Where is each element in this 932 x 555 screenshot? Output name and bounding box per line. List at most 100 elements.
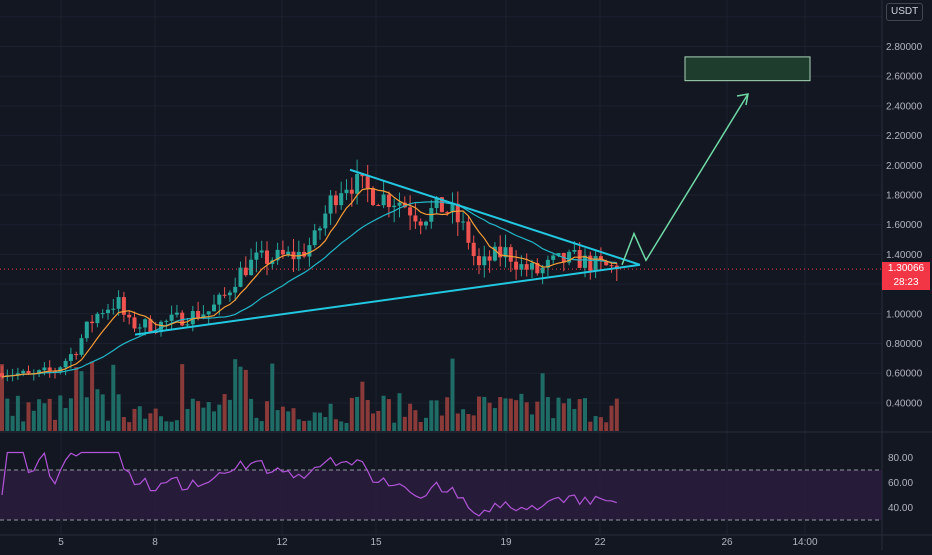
candle-body [100, 313, 105, 315]
volume-bar [561, 403, 566, 431]
currency-badge[interactable]: USDT [886, 3, 924, 21]
price-axis-label-2: 2.60000 [886, 72, 923, 83]
volume-bar [74, 367, 79, 431]
candle-body [26, 370, 31, 374]
volume-bar [164, 421, 169, 431]
candle-body [106, 309, 110, 314]
candle-body [132, 317, 137, 329]
volume-bar [132, 408, 137, 431]
candle-body [323, 213, 328, 229]
candle-countdown-tag: 28:23 [882, 276, 930, 290]
price-axis-label-13: 0.40000 [886, 398, 923, 409]
volume-bar [259, 421, 264, 431]
volume-bar [111, 364, 116, 431]
time-axis-label-5: 22 [594, 537, 606, 548]
volume-bar [222, 394, 227, 431]
volume-bar [593, 416, 598, 431]
volume-bar [487, 402, 492, 431]
upper-trendline [349, 168, 641, 266]
volume-bar [524, 402, 529, 431]
time-axis-label-3: 15 [370, 537, 382, 548]
volume-bar [84, 397, 89, 431]
price-axis-label-11: 0.80000 [886, 339, 923, 350]
candle-body [530, 263, 534, 270]
volume-bar [461, 409, 466, 431]
candle-body [593, 256, 598, 271]
volume-bar [318, 412, 322, 431]
candle-body [148, 319, 153, 333]
volume-bar [201, 407, 206, 431]
candle-body [79, 338, 84, 355]
candle-body [466, 221, 471, 243]
candle-body [47, 367, 52, 371]
candle-body [174, 312, 179, 315]
candle-body [461, 221, 466, 223]
candle-body [137, 327, 142, 329]
candle-body [567, 251, 572, 263]
volume-bar [265, 401, 269, 431]
volume-bar [31, 410, 36, 431]
candle-body [169, 314, 174, 321]
candle-body [84, 321, 89, 339]
time-axis-label-4: 19 [500, 537, 512, 548]
candle-body [90, 321, 95, 324]
price-axis-label-10: 1.00000 [886, 309, 923, 320]
candle-body [583, 255, 587, 268]
volume-bar [95, 389, 100, 431]
candle-body [535, 263, 540, 274]
candle-body [243, 267, 248, 276]
volume-bar [482, 396, 487, 431]
current-price-tag: 1.30066 [882, 262, 930, 276]
price-axis-label-1: 2.80000 [886, 42, 923, 53]
volume-bar [434, 400, 439, 431]
volume-bar [127, 422, 132, 431]
volume-bar [153, 408, 158, 431]
volume-bar [445, 397, 450, 431]
candle-body [450, 203, 455, 213]
volume-bar [63, 407, 68, 431]
volume-bar [386, 399, 391, 431]
candle-body [487, 256, 492, 261]
volume-bar [169, 421, 174, 431]
candle-body [540, 267, 545, 274]
candle-body [545, 259, 550, 268]
candle-body [609, 265, 614, 267]
volume-bar [598, 417, 603, 431]
volume-bar [583, 398, 587, 431]
candle-body [42, 367, 47, 371]
volume-bar [106, 420, 110, 431]
volume-bar [535, 401, 540, 431]
candle-body [434, 197, 439, 209]
candle-body [312, 230, 317, 246]
candle-body [280, 249, 285, 255]
rsi-axis-label-2: 40.00 [888, 503, 913, 514]
volume-bar [15, 395, 20, 431]
candle-body [445, 212, 450, 214]
candle-body [328, 195, 333, 214]
volume-bar [455, 413, 460, 431]
volume-bar [556, 397, 561, 431]
time-axis-label-6: 26 [721, 537, 733, 548]
volume-bar [604, 422, 609, 431]
volume-bar [492, 408, 497, 431]
time-axis-label-7: 14:00 [792, 537, 817, 548]
candle-body [37, 370, 42, 374]
candle-body [365, 176, 370, 189]
volume-bar [371, 413, 375, 431]
candle-body [392, 205, 397, 208]
volume-bar [572, 408, 577, 431]
volume-bar [206, 401, 211, 431]
volume-bar [10, 415, 15, 431]
candle-body [190, 310, 195, 325]
volume-bar [365, 399, 370, 431]
volume-bar [503, 398, 508, 431]
volume-bar [291, 408, 296, 431]
volume-bar [333, 419, 338, 431]
candle-body [355, 174, 360, 194]
volume-bar [116, 394, 121, 431]
price-axis-label-6: 1.80000 [886, 191, 923, 202]
volume-bar [270, 363, 275, 431]
volume-bar [466, 414, 471, 431]
candle-body [455, 203, 460, 223]
